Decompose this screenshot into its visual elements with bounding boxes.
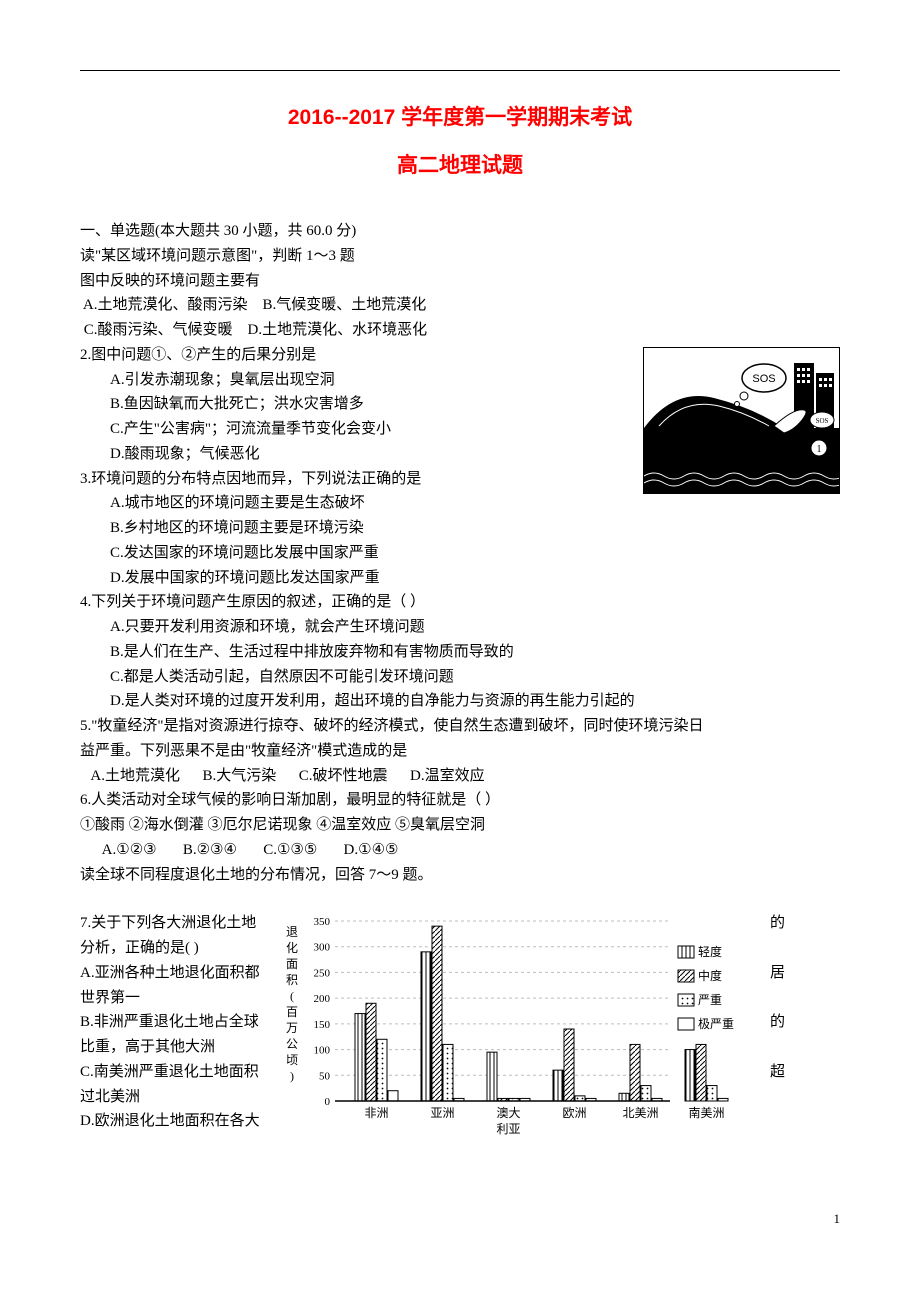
svg-text:250: 250 [314,968,331,980]
q3-opt-d: D.发展中国家的环境问题比发达国家严重 [80,566,840,591]
q1-3-intro-2: 图中反映的环境问题主要有 [80,269,840,294]
q3-opt-c: C.发达国家的环境问题比发展中国家严重 [80,541,840,566]
svg-text:退: 退 [286,925,298,939]
svg-text:欧洲: 欧洲 [562,1106,586,1120]
q7-tail-1: 居 [770,961,800,986]
q4-opt-b: B.是人们在生产、生活过程中排放废弃物和有害物质而导致的 [80,640,840,665]
svg-text:利亚: 利亚 [496,1122,520,1136]
svg-text:(: ( [290,989,294,1003]
q4-opt-a: A.只要开发利用资源和环境，就会产生环境问题 [80,615,840,640]
svg-text:1: 1 [817,444,822,455]
q5-stem-line2: 益严重。下列恶果不是由"牧童经济"模式造成的是 [80,739,840,764]
environment-cartoon: SOS 1 SOS [643,347,840,494]
q4-opt-d: D.是人类对环境的过度开发利用，超出环境的自净能力与资源的再生能力引起的 [80,689,840,714]
svg-text:100: 100 [314,1045,331,1057]
q7-right-tails: 的 居 的 超 [770,911,800,1084]
svg-text:SOS: SOS [816,417,829,425]
svg-text:极严重: 极严重 [698,1017,734,1031]
svg-text:严重: 严重 [698,993,722,1007]
svg-text:百: 百 [286,1005,298,1019]
svg-text:300: 300 [314,942,331,954]
q4-stem: 4.下列关于环境问题产生原因的叙述，正确的是（ ） [80,590,840,615]
q7-opt-a1: A.亚洲各种土地退化面积都 [80,961,270,986]
q1-options-ab: A.土地荒漠化、酸雨污染 B.气候变暖、土地荒漠化 [80,293,840,318]
svg-text:亚洲: 亚洲 [430,1106,454,1120]
q7-opt-c1: C.南美洲严重退化土地面积 [80,1060,270,1085]
q5-stem-line1: 5."牧童经济"是指对资源进行掠夺、破坏的经济模式，使自然生态遭到破坏，同时使环… [80,714,840,739]
exam-title: 2016--2017 学年度第一学期期末考试 [80,101,840,131]
svg-text:0: 0 [325,1096,331,1108]
q7-opt-b2: 比重，高于其他大洲 [80,1035,270,1060]
q7-opt-c2: 过北美洲 [80,1085,270,1110]
q5-options: A.土地荒漠化 B.大气污染 C.破坏性地震 D.温室效应 [80,764,840,789]
q7-opt-b1: B.非洲严重退化土地占全球 [80,1010,270,1035]
q7-left-text: 7.关于下列各大洲退化土地 分析，正确的是( ) A.亚洲各种土地退化面积都 世… [80,911,270,1134]
q7-opt-a2: 世界第一 [80,986,270,1011]
degradation-chart: 0 50 100 150 200 250 300 350 退化面积 ( 百万公顷) 非洲 亚洲 澳大利亚 欧… [280,911,760,1151]
bubble-text-1: SOS [752,373,775,385]
q7-stem-1: 7.关于下列各大洲退化土地 [80,911,270,936]
svg-text:北美洲: 北美洲 [622,1106,658,1120]
q7-tail-2: 的 [770,1010,800,1035]
q7-stem-2: 分析，正确的是( ) [80,936,270,961]
horizontal-rule [80,70,840,71]
svg-text:面: 面 [286,957,298,971]
q7-opt-d1: D.欧洲退化土地面积在各大 [80,1109,270,1134]
q4-opt-c: C.都是人类活动引起，自然原因不可能引发环境问题 [80,665,840,690]
svg-text:非洲: 非洲 [364,1106,388,1120]
q6-stem: 6.人类活动对全球气候的影响日渐加剧，最明显的特征就是（ ） [80,788,840,813]
svg-text:万: 万 [286,1021,298,1035]
svg-text:350: 350 [314,916,331,928]
q7-tail-0: 的 [770,911,800,936]
q1-3-intro-1: 读"某区域环境问题示意图"，判断 1～3 题 [80,244,840,269]
svg-text:50: 50 [319,1071,331,1083]
svg-text:公: 公 [286,1037,298,1051]
svg-text:积: 积 [286,973,298,987]
exam-subtitle: 高二地理试题 [80,149,840,179]
svg-text:南美洲: 南美洲 [688,1105,724,1120]
q3-opt-b: B.乡村地区的环境问题主要是环境污染 [80,516,840,541]
svg-text:澳大: 澳大 [496,1106,520,1120]
svg-text:150: 150 [314,1019,331,1031]
svg-text:): ) [290,1069,294,1083]
q7-tail-3: 超 [770,1060,800,1085]
svg-text:化: 化 [286,941,298,955]
q6-options: A.①②③ B.②③④ C.①③⑤ D.①④⑤ [80,838,840,863]
svg-text:轻度: 轻度 [698,944,722,959]
svg-text:中度: 中度 [698,968,722,983]
page-number: 1 [0,1191,920,1237]
q6-list: ①酸雨 ②海水倒灌 ③厄尔尼诺现象 ④温室效应 ⑤臭氧层空洞 [80,813,840,838]
svg-text:顷: 顷 [286,1053,298,1067]
q1-options-cd: C.酸雨污染、气候变暖 D.土地荒漠化、水环境恶化 [80,318,840,343]
q3-opt-a: A.城市地区的环境问题主要是生态破坏 [80,491,840,516]
section-heading: 一、单选题(本大题共 30 小题，共 60.0 分) [80,219,840,244]
q7-9-intro: 读全球不同程度退化土地的分布情况，回答 7～9 题。 [80,863,840,888]
svg-text:200: 200 [314,993,331,1005]
